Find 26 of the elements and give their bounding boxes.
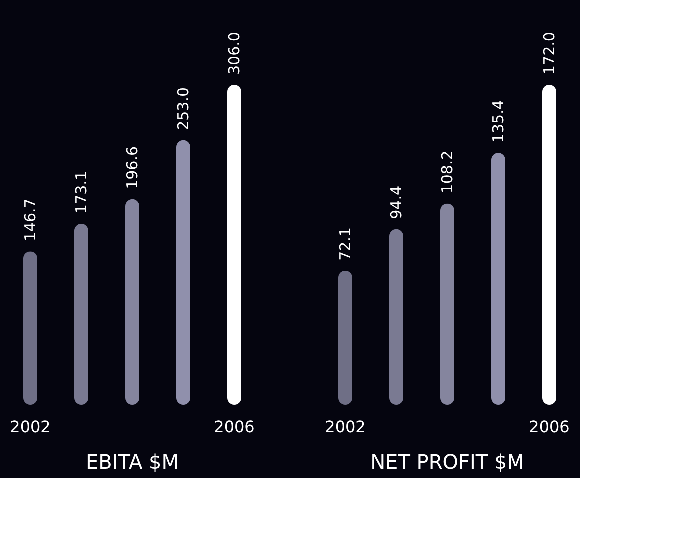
data-label: 253.0 (174, 87, 192, 130)
bar (390, 229, 404, 405)
bar (176, 140, 190, 405)
data-label: 172.0 (540, 32, 558, 75)
bar (440, 204, 454, 405)
x-tick-label: 2002 (325, 418, 366, 436)
data-label: 108.2 (438, 150, 456, 194)
data-label: 146.7 (22, 198, 40, 242)
bar (228, 85, 242, 405)
bar (24, 252, 38, 405)
bar (126, 199, 140, 405)
text: NET PROFIT $M (370, 450, 524, 474)
data-label: 306.0 (226, 32, 244, 75)
text: EBITA $M (86, 450, 179, 474)
x-tick-label: 2006 (214, 418, 255, 436)
data-label: 72.1 (336, 227, 354, 261)
x-tick-label: 2006 (529, 418, 570, 436)
bar (492, 153, 506, 405)
data-label: 196.6 (124, 146, 142, 190)
x-tick-label: 2002 (10, 418, 51, 436)
data-label: 135.4 (490, 100, 508, 144)
data-label: 173.1 (72, 171, 90, 214)
bar (542, 85, 556, 405)
bar (338, 270, 352, 405)
bar (74, 224, 88, 405)
data-label: 94.4 (388, 186, 406, 220)
